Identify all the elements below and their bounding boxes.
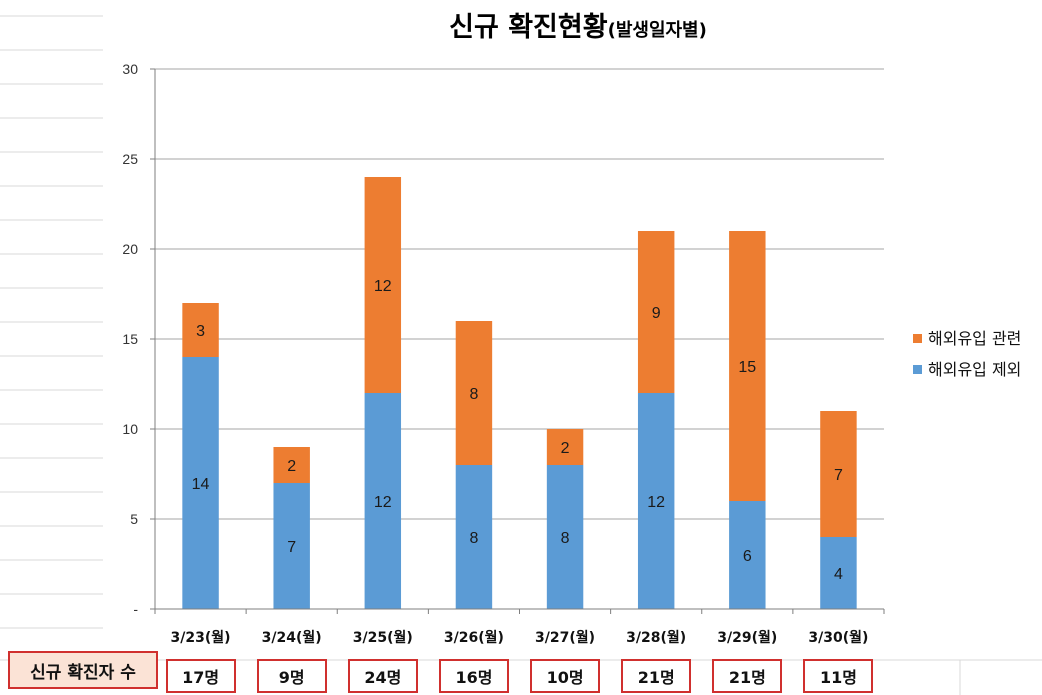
stacked-bar-chart: 신규 확진현황(발생일자별) - 5 10 15 20 25 30 14 3 7 2 12 12 8 8 8… <box>122 12 1021 646</box>
bar-segment-domestic <box>455 465 493 609</box>
bar-segment-domestic <box>273 483 310 609</box>
chart-title: 신규 확진현황(발생일자별) <box>449 12 707 43</box>
bar-segment-domestic <box>729 501 766 609</box>
bar-segment-domestic <box>637 393 675 609</box>
y-tick-label: 30 <box>122 61 138 77</box>
data-label: 2 <box>561 440 570 457</box>
daily-total-box: 11명 <box>803 659 874 693</box>
bar-segment-domestic <box>364 393 402 609</box>
y-tick-label: 5 <box>130 511 138 527</box>
data-label: 2 <box>287 458 296 475</box>
daily-total-box: 24명 <box>347 659 418 693</box>
x-tick-label: 3/23(월) <box>171 629 231 646</box>
daily-total-box: 10명 <box>530 659 601 693</box>
bar-segment-imported <box>820 411 857 537</box>
x-tick-label: 3/28(월) <box>626 629 686 646</box>
x-tick-label: 3/24(월) <box>262 629 322 646</box>
data-label: 9 <box>652 305 661 322</box>
y-tick-label: 25 <box>122 151 138 167</box>
new-cases-label: 신규 확진자 수 <box>8 651 158 689</box>
chart-title-sub: (발생일자별) <box>608 20 707 41</box>
bar-segment-imported <box>182 303 219 357</box>
data-label: 6 <box>743 548 752 565</box>
y-tick-label: - <box>133 601 138 617</box>
daily-total-box: 21명 <box>712 659 783 693</box>
bar-segment-domestic <box>182 357 219 609</box>
bar-segment-imported <box>729 231 766 501</box>
bar-segment-domestic <box>546 465 584 609</box>
x-tick-label: 3/27(월) <box>535 629 595 646</box>
data-label: 4 <box>834 566 843 583</box>
x-axis <box>154 69 885 614</box>
data-label: 12 <box>374 494 392 511</box>
data-label: 12 <box>647 494 665 511</box>
y-tick-label: 15 <box>122 331 138 347</box>
daily-total-box: 9명 <box>256 659 327 693</box>
daily-total-box: 16명 <box>438 659 509 693</box>
y-axis-ticks: - 5 10 15 20 25 30 <box>122 61 138 617</box>
data-label: 7 <box>287 539 296 556</box>
bar-segment-imported <box>546 429 584 465</box>
data-label: 15 <box>738 359 756 376</box>
data-label: 12 <box>374 278 392 295</box>
bar-segment-imported <box>273 447 310 483</box>
data-label: 7 <box>834 467 843 484</box>
legend-entry: 해외유입 제외 <box>928 360 1021 379</box>
data-label: 8 <box>469 530 478 547</box>
bar-segment-domestic <box>820 537 857 609</box>
legend-swatch <box>913 365 922 374</box>
chart-title-main: 신규 확진현황 <box>449 12 608 43</box>
data-label: 3 <box>196 323 205 340</box>
y-tick-label: 10 <box>122 421 138 437</box>
data-label: 8 <box>469 386 478 403</box>
gridlines <box>150 68 884 610</box>
legend-entry: 해외유입 관련 <box>928 329 1021 348</box>
x-axis-tick-labels: 3/23(월) 3/24(월) 3/25(월) 3/26(월) 3/27(월) 3/28(… <box>171 629 869 646</box>
x-tick-label: 3/26(월) <box>444 629 504 646</box>
bar-segment-imported <box>455 321 493 465</box>
data-labels: 14 3 7 2 12 12 8 8 8 2 12 9 6 15 4 7 <box>192 278 843 583</box>
x-tick-label: 3/30(월) <box>808 629 868 646</box>
legend-swatch <box>913 334 922 343</box>
x-tick-label: 3/25(월) <box>353 629 413 646</box>
daily-total-box: 17명 <box>165 659 236 693</box>
y-tick-label: 20 <box>122 241 138 257</box>
bar-segment-imported <box>364 177 402 393</box>
daily-total-box: 21명 <box>621 659 692 693</box>
bars <box>182 177 857 609</box>
data-label: 8 <box>561 530 570 547</box>
data-label: 14 <box>192 476 210 493</box>
x-tick-label: 3/29(월) <box>717 629 777 646</box>
bar-segment-imported <box>637 231 675 393</box>
